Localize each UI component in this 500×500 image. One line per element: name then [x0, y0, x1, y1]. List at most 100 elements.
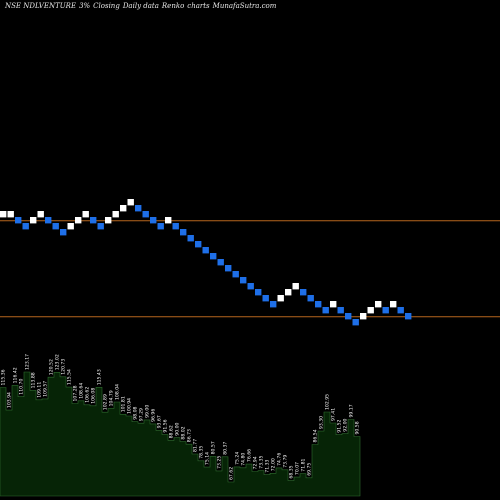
renko-brick-down: [150, 217, 157, 224]
renko-brick-down: [90, 217, 97, 224]
renko-brick-down: [142, 211, 149, 218]
volume-label: 86.73: [187, 429, 193, 442]
volume-label: 123.02: [55, 354, 61, 370]
volume-label: 92.00: [343, 418, 349, 431]
renko-brick-up: [390, 301, 397, 308]
title-chart-kind: Renko: [161, 2, 185, 10]
renko-brick-up: [330, 301, 337, 308]
renko-brick-down: [187, 235, 194, 242]
volume-label: 67.62: [229, 467, 235, 480]
volume-label: 123.17: [25, 354, 31, 370]
renko-brick-up: [292, 283, 299, 290]
volume-label: 75.24: [235, 452, 241, 465]
renko-brick-down: [240, 277, 247, 284]
volume-label: 106.62: [85, 387, 91, 403]
volume-label: 90.00: [175, 422, 181, 435]
renko-brick-down: [232, 271, 239, 278]
renko-brick-up: [67, 223, 74, 230]
renko-brick-up: [367, 307, 374, 314]
renko-brick-down: [22, 223, 29, 230]
volume-label: 116.42: [13, 367, 19, 383]
volume-label: 72.94: [253, 456, 259, 469]
volume-label: 100.94: [127, 398, 133, 414]
volume-label: 120.52: [49, 359, 55, 375]
volume-label: 93.67: [157, 415, 163, 428]
volume-area: 115.36103.94116.42110.70123.17113.88109.…: [0, 354, 361, 497]
title-symbol: NSE NDLVENTURE: [5, 2, 77, 10]
volume-label: 104.79: [109, 390, 115, 406]
volume-label: 80.57: [211, 441, 217, 454]
volume-label: 107.28: [73, 385, 79, 401]
volume-label: 106.08: [91, 388, 97, 404]
volume-label: 109.57: [43, 381, 49, 397]
volume-label: 110.70: [19, 379, 25, 395]
renko-brick-down: [180, 229, 187, 236]
renko-brick-up: [375, 301, 382, 308]
renko-brick-up: [75, 217, 82, 224]
title-box-size: 3%: [79, 2, 91, 10]
renko-brick-down: [135, 205, 142, 212]
volume-label: 103.94: [7, 392, 13, 408]
renko-brick-up: [82, 211, 89, 218]
volume-label: 97.41: [331, 408, 337, 421]
volume-label: 99.17: [349, 404, 355, 417]
volume-label: 72.00: [271, 458, 277, 471]
volume-label: 73.35: [259, 455, 265, 468]
renko-brick-up: [112, 211, 119, 218]
volume-label: 115.36: [1, 369, 7, 385]
renko-brick-down: [337, 307, 344, 314]
volume-label: 80.37: [223, 442, 229, 455]
title-closing: Closing: [93, 2, 120, 10]
volume-label: 75.14: [205, 452, 211, 465]
chart-title: NSE NDLVENTURE 3% Closing Daily data Renko ch…: [5, 2, 279, 10]
renko-brick-up: [105, 217, 112, 224]
renko-brick-down: [405, 313, 412, 320]
volume-label: 73.25: [217, 456, 223, 469]
title-charts: charts: [187, 2, 210, 10]
volume-label: 113.88: [31, 372, 37, 388]
volume-label: 71.81: [301, 458, 307, 471]
volume-label: 108.64: [79, 383, 85, 399]
renko-brick-down: [315, 301, 322, 308]
renko-brick-up: [277, 295, 284, 302]
volume-label: 115.54: [67, 369, 73, 385]
volume-label: 78.35: [199, 446, 205, 459]
renko-brick-down: [300, 289, 307, 296]
renko-brick-down: [97, 223, 104, 230]
renko-brick-down: [45, 217, 52, 224]
volume-label: 88.02: [181, 426, 187, 439]
renko-brick-down: [352, 319, 359, 326]
volume-label: 73.79: [283, 455, 289, 468]
volume-label: 115.43: [97, 369, 103, 385]
volume-label: 74.76: [277, 453, 283, 466]
renko-brick-up: [120, 205, 127, 212]
volume-label: 96.96: [151, 409, 157, 422]
renko-brick-down: [15, 217, 22, 224]
volume-label: 109.11: [37, 382, 43, 398]
volume-label: 108.04: [115, 384, 121, 400]
volume-label: 98.08: [133, 406, 139, 419]
renko-brick-down: [210, 253, 217, 260]
volume-label: 88.62: [169, 425, 175, 438]
volume-label: 93.30: [319, 416, 325, 429]
renko-brick-down: [322, 307, 329, 314]
renko-brick-up: [285, 289, 292, 296]
renko-brick-down: [217, 259, 224, 266]
volume-label: 91.56: [163, 419, 169, 432]
title-site: MunafaSutra.com: [212, 2, 277, 10]
volume-label: 97.29: [139, 408, 145, 421]
renko-brick-down: [255, 289, 262, 296]
renko-brick-down: [397, 307, 404, 314]
renko-brick-up: [37, 211, 44, 218]
volume-label: 76.66: [247, 449, 253, 462]
renko-brick-down: [172, 223, 179, 230]
volume-label: 69.75: [307, 463, 313, 476]
volume-shape: [0, 371, 361, 497]
renko-brick-up: [30, 217, 37, 224]
renko-brick-down: [157, 223, 164, 230]
volume-label: 91.52: [337, 419, 343, 432]
volume-label: 74.80: [241, 453, 247, 466]
renko-bricks: [0, 199, 412, 326]
volume-label: 86.54: [313, 429, 319, 442]
volume-label: 99.00: [145, 405, 151, 418]
